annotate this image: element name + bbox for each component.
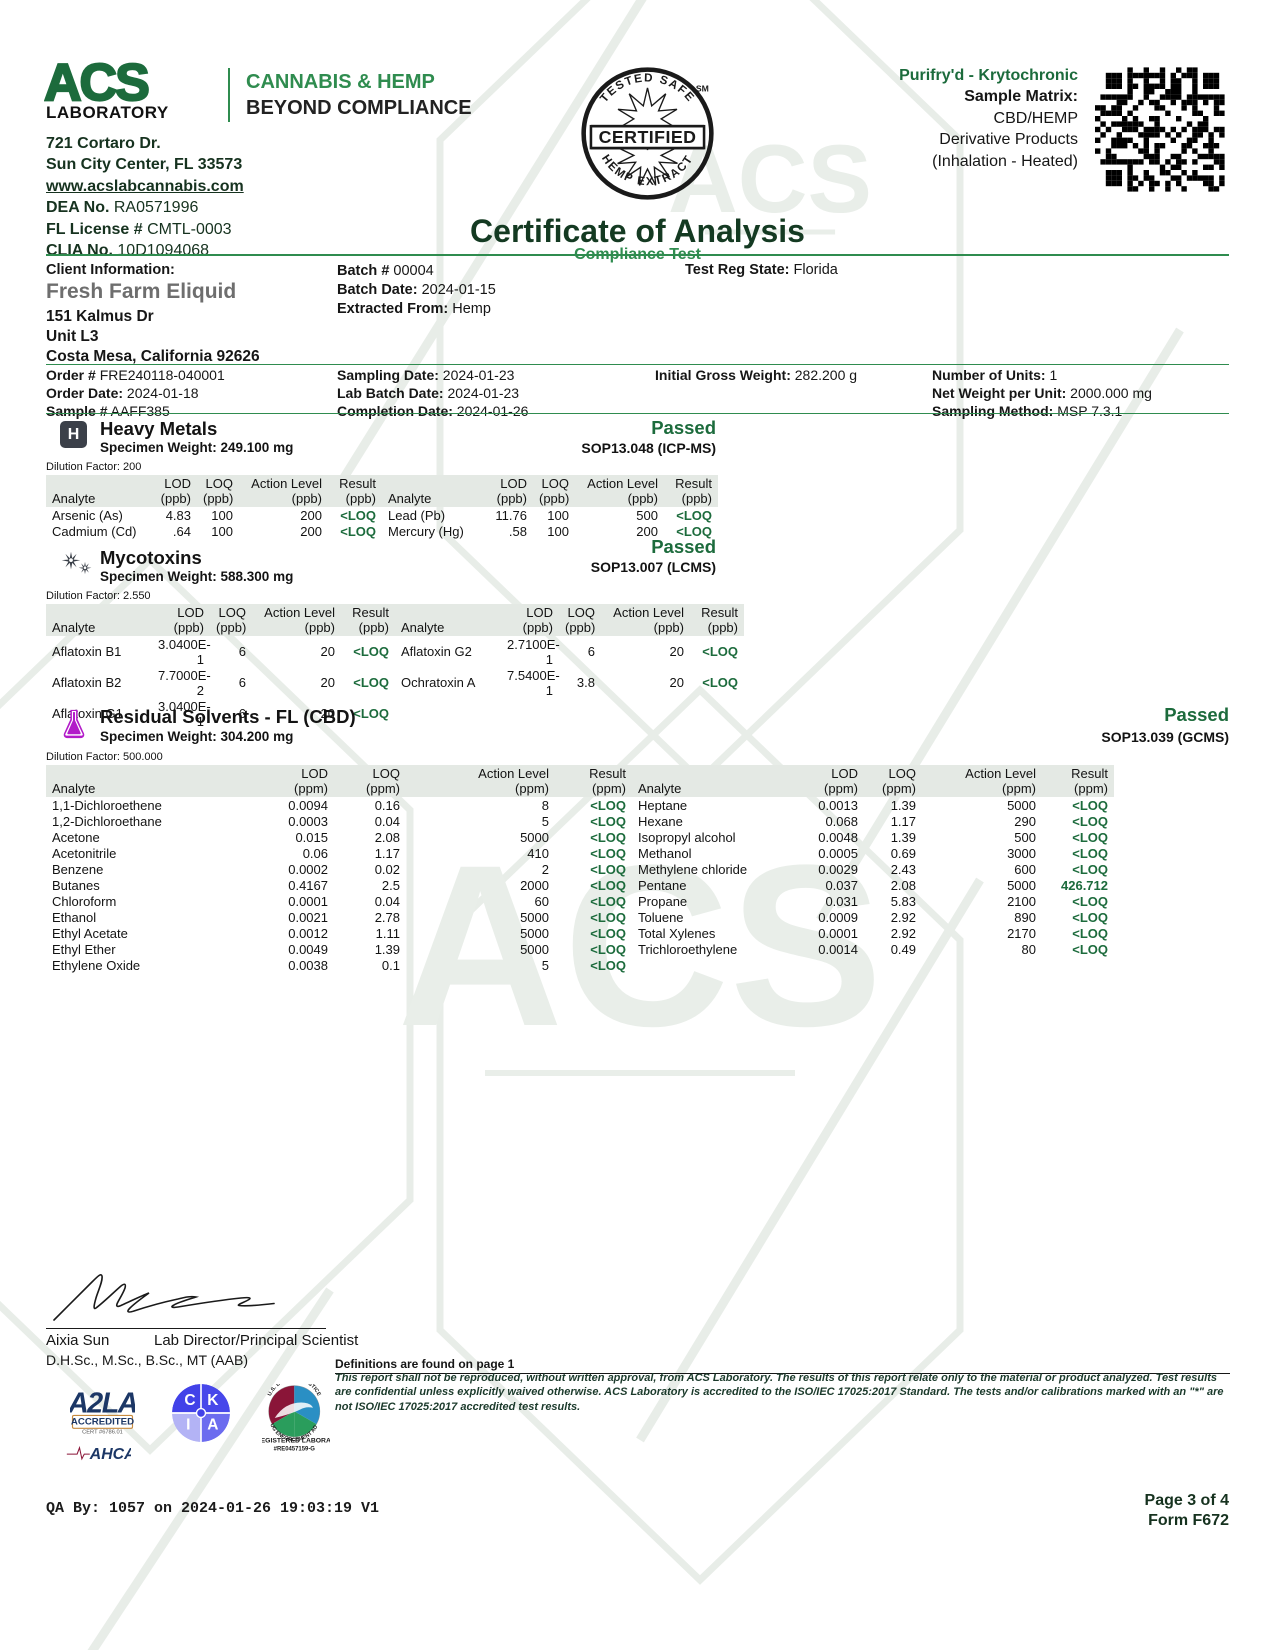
svg-text:DEA REGISTERED LABORATORY: DEA REGISTERED LABORATORY xyxy=(262,1438,330,1445)
svg-text:C: C xyxy=(184,1392,195,1409)
svg-text:I: I xyxy=(186,1417,190,1434)
svg-text:CERT #6786.01: CERT #6786.01 xyxy=(82,1429,123,1434)
svg-text:#RE0457159-G: #RE0457159-G xyxy=(274,1446,316,1452)
svg-text:ACCREDITED: ACCREDITED xyxy=(71,1417,134,1428)
svg-text:AHCA: AHCA xyxy=(89,1446,131,1462)
svg-text:A: A xyxy=(207,1417,218,1434)
svg-text:CERTIFIED: CERTIFIED xyxy=(599,127,697,147)
svg-text:A2LA: A2LA xyxy=(70,1388,135,1420)
svg-text:K: K xyxy=(207,1392,219,1409)
svg-text:SM: SM xyxy=(696,84,709,94)
svg-text:ACS: ACS xyxy=(44,58,148,108)
